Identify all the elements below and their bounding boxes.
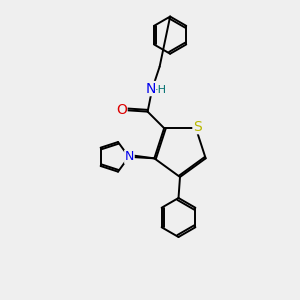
Text: ·H: ·H [154, 85, 166, 95]
Text: O: O [116, 103, 127, 117]
Text: S: S [193, 120, 202, 134]
Text: N: N [125, 150, 134, 163]
Text: N: N [146, 82, 156, 96]
